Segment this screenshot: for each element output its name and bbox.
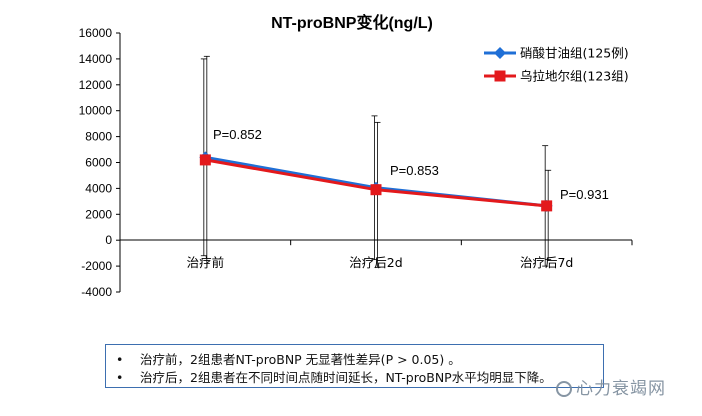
data-point-square — [541, 200, 553, 212]
y-tick-label: -2000 — [81, 259, 112, 273]
error-bars — [200, 55, 552, 268]
p-value-annotation: P=0.931 — [560, 187, 609, 202]
note-text-1: 治疗前，2组患者NT-proBNP 无显著性差异(P > 0.05) 。 — [140, 352, 461, 367]
note-bullet: • — [116, 352, 124, 367]
notes-box: • 治疗前，2组患者NT-proBNP 无显著性差异(P > 0.05) 。 • 治… — [105, 344, 604, 388]
p-value-annotation: P=0.852 — [213, 127, 262, 142]
y-tick-label: 16000 — [79, 26, 113, 40]
y-tick-label: 6000 — [85, 156, 112, 170]
y-tick-label: 14000 — [79, 52, 113, 66]
y-ticks: 16000 14000 12000 10000 8000 6000 4000 2000 0 -20… — [79, 26, 120, 299]
x-tick-label: 治疗后2d — [349, 255, 402, 270]
legend-marker-square — [494, 70, 506, 82]
chart-title: NT-proBNP变化(ng/L) — [271, 13, 433, 32]
y-tick-label: -4000 — [81, 285, 112, 299]
data-point-square — [199, 154, 211, 166]
series-lines — [205, 155, 547, 208]
y-tick-label: 8000 — [85, 130, 112, 144]
note-line-2: • 治疗后，2组患者在不同时间点随时间延长，NT-proBNP水平均明显下降。 — [116, 367, 552, 386]
note-text-2: 治疗后，2组患者在不同时间点随时间延长，NT-proBNP水平均明显下降。 — [140, 370, 552, 385]
watermark-logo-icon — [556, 381, 572, 397]
y-tick-label: 2000 — [85, 207, 112, 221]
x-tick-label: 治疗后7d — [520, 255, 573, 270]
note-bullet: • — [116, 370, 124, 385]
legend: 硝酸甘油组(125例) 乌拉地尔组(123组) — [484, 46, 629, 84]
legend-label: 乌拉地尔组(123组) — [520, 69, 629, 84]
y-tick-label: 0 — [105, 233, 112, 247]
annotations: P=0.852 P=0.853 P=0.931 — [213, 127, 609, 202]
note-line-1: • 治疗前，2组患者NT-proBNP 无显著性差异(P > 0.05) 。 — [116, 349, 461, 368]
watermark: 心力衰竭网 — [556, 374, 666, 399]
data-point-square — [370, 184, 382, 196]
p-value-annotation: P=0.853 — [390, 163, 439, 178]
legend-label: 硝酸甘油组(125例) — [520, 46, 629, 61]
x-ticks: 治疗前 治疗后2d 治疗后7d — [119, 240, 633, 270]
markers — [199, 151, 553, 212]
y-tick-label: 10000 — [79, 104, 113, 118]
y-tick-label: 12000 — [79, 78, 113, 92]
legend-marker-diamond — [494, 47, 506, 59]
x-tick-label: 治疗前 — [187, 255, 225, 270]
y-tick-label: 4000 — [85, 181, 112, 195]
watermark-text: 心力衰竭网 — [576, 379, 666, 399]
series-line — [205, 155, 547, 208]
